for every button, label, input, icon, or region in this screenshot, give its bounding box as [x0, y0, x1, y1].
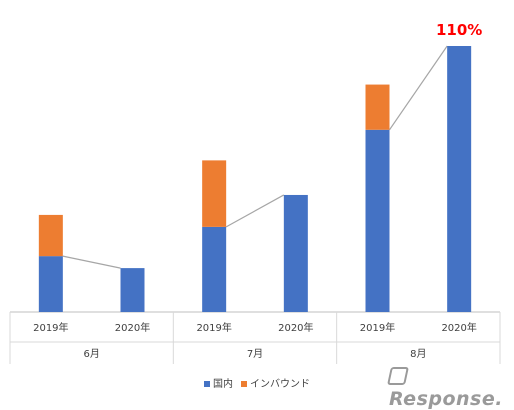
connector-line: [62, 255, 121, 269]
group-label: 7月: [247, 348, 263, 360]
legend-swatch: [204, 381, 210, 387]
bars: [38, 46, 472, 312]
tick-label: 2020年: [115, 321, 150, 334]
annotations: 110%: [436, 21, 482, 39]
legend-label: インバウンド: [250, 379, 310, 390]
bar-domestic: [283, 194, 308, 312]
legend-item: インバウンド: [241, 375, 310, 390]
connector-line: [389, 45, 448, 131]
axis-table: [9, 311, 501, 364]
connector-lines: [62, 45, 448, 269]
logo-icon: [387, 367, 409, 385]
chart: 2019年 2020年 2019年 2020年 2019年 2020年 6月 7月 8月 110…: [9, 21, 501, 364]
annotation-label: 110%: [436, 21, 482, 39]
group-label: 6月: [83, 348, 99, 360]
tick-label: 2019年: [33, 321, 68, 334]
legend-label: 国内: [213, 379, 233, 390]
tick-label: 2020年: [441, 321, 476, 334]
bar-inbound: [38, 214, 63, 257]
bar-domestic: [120, 268, 145, 312]
legend-swatch: [241, 381, 247, 387]
tick-label: 2019年: [196, 321, 231, 334]
bar-domestic: [447, 46, 472, 312]
bar-domestic: [38, 256, 63, 312]
watermark-logo: Response.: [387, 366, 514, 410]
connector-line: [225, 194, 285, 228]
axis-labels: 2019年 2020年 2019年 2020年 2019年 2020年 6月 7月 8月: [33, 321, 477, 360]
bar-inbound: [202, 160, 227, 227]
group-label: 8月: [410, 348, 426, 360]
bar-inbound: [365, 84, 390, 130]
bar-domestic: [365, 129, 390, 312]
tick-label: 2019年: [360, 321, 395, 334]
legend: 国内 インバウンド: [0, 375, 514, 390]
bar-domestic: [202, 226, 227, 312]
tick-label: 2020年: [278, 321, 313, 334]
legend-item: 国内: [204, 375, 233, 390]
watermark-text: Response.: [389, 388, 503, 410]
